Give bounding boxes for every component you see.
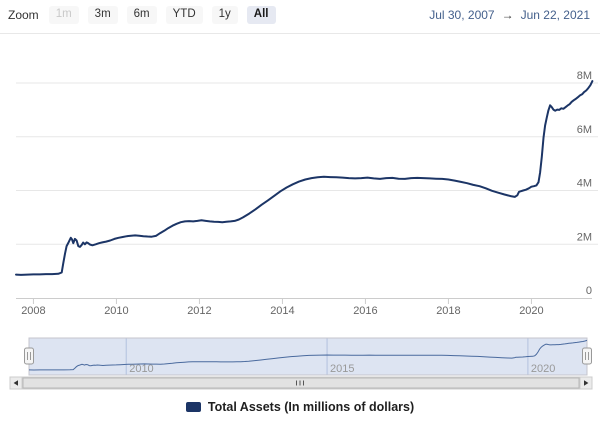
zoom-button-1m[interactable]: 1m [48,6,79,24]
zoom-button-ytd[interactable]: YTD [165,6,203,24]
zoom-button-1y[interactable]: 1y [211,6,238,24]
x-axis-label: 2016 [353,305,377,317]
navigator-left-handle[interactable] [24,347,34,365]
legend-label: Total Assets (In millions of dollars) [207,400,415,414]
x-axis-label: 2008 [21,305,45,317]
toolbar-divider [0,33,600,34]
y-axis-label: 8M [577,70,592,82]
y-axis-label: 0 [586,285,592,297]
range-from-input[interactable]: Jul 30, 2007 [429,8,495,22]
zoom-toolbar: Zoom 1m 3m 6m YTD 1y All [8,6,276,24]
range-arrow-icon: → [501,8,514,22]
y-axis-label: 2M [577,231,592,243]
scrollbar-thumb[interactable] [22,377,580,389]
x-axis-label: 2010 [104,305,128,317]
y-axis-label: 4M [577,178,592,190]
zoom-button-6m[interactable]: 6m [126,6,157,24]
x-axis-label: 2018 [436,305,460,317]
x-axis-label: 2020 [519,305,543,317]
scrollbar-right-arrow-icon [584,380,589,386]
navigator-year-label: 2015 [330,363,354,375]
date-range-selector: Jul 30, 2007 → Jun 22, 2021 [429,8,590,22]
total-assets-line[interactable] [15,80,594,276]
navigator-series-line [28,339,588,371]
x-axis-label: 2014 [270,305,294,317]
zoom-button-3m[interactable]: 3m [87,6,118,24]
x-axis-label: 2012 [187,305,211,317]
legend-swatch-icon [185,402,201,412]
plot-area[interactable] [16,42,594,298]
navigator-year-label: 2010 [129,363,153,375]
y-axis-label: 6M [577,124,592,136]
zoom-button-all[interactable]: All [246,6,276,24]
zoom-label: Zoom [8,7,39,22]
navigator-year-label: 2020 [531,363,555,375]
legend[interactable]: Total Assets (In millions of dollars) [0,400,600,414]
navigator-right-handle[interactable] [582,347,592,365]
navigator-mask[interactable] [29,338,587,375]
range-to-input[interactable]: Jun 22, 2021 [520,8,590,22]
scrollbar-left-arrow-icon [13,380,18,386]
